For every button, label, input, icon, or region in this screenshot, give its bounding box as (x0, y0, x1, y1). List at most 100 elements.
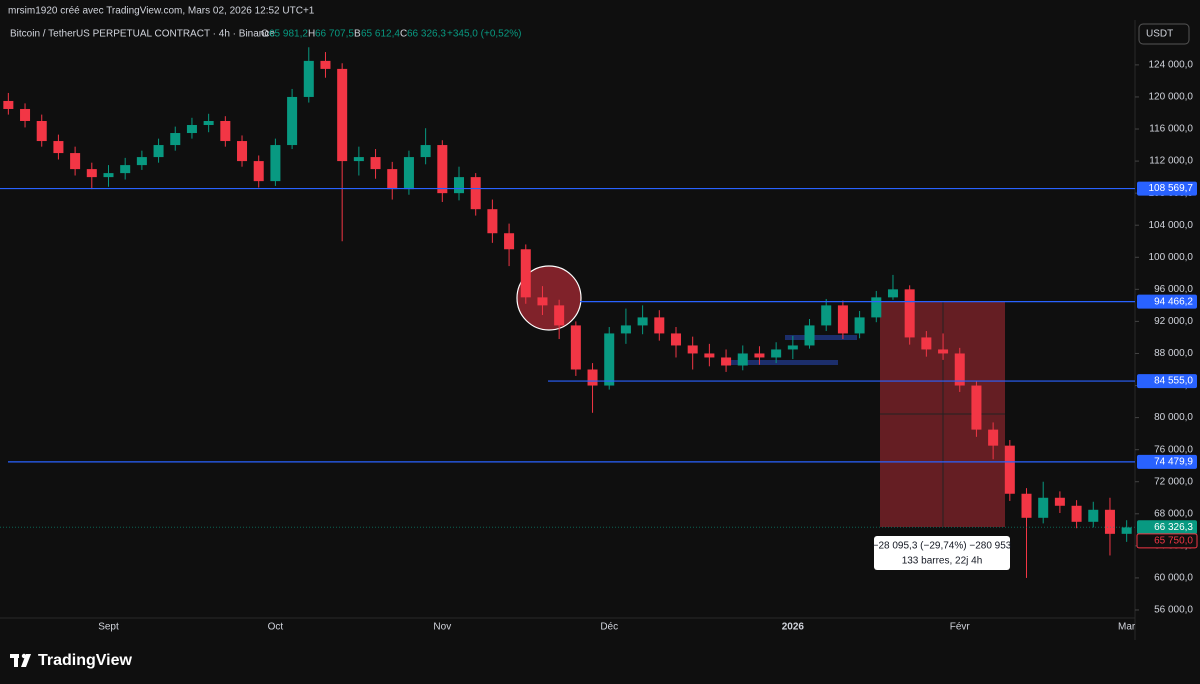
candle-body (136, 157, 147, 166)
candle-body (403, 157, 414, 190)
last-price-label: 66 326,3 (1154, 522, 1193, 533)
level-tag (1137, 181, 1197, 196)
y-tick-label: 76 000,0 (1154, 444, 1193, 455)
candle-body (470, 177, 481, 210)
candle-body (86, 169, 97, 178)
mark-price-label: 65 750,0 (1154, 535, 1193, 546)
measure-tooltip (874, 536, 1010, 570)
candle-body (554, 305, 565, 326)
legend-symbol: Bitcoin / TetherUS PERPETUAL CONTRACT · … (10, 29, 275, 40)
measure-text: −28 095,3 (−29,74%) −280 953 (873, 541, 1012, 552)
candle-body (721, 357, 732, 366)
brand: TradingView (38, 652, 133, 669)
level-label: 94 466,2 (1154, 296, 1193, 307)
candle-body (687, 345, 698, 354)
currency-button[interactable] (1138, 23, 1190, 45)
candle-body (170, 133, 181, 146)
candle-body (587, 369, 598, 386)
y-tick-label: 88 000,0 (1154, 348, 1193, 359)
candle-body (120, 165, 131, 174)
x-tick-label: Févr (950, 622, 971, 633)
candle-body (387, 169, 398, 190)
footer (0, 640, 1200, 684)
level-tag (1137, 374, 1197, 389)
candle-body (754, 353, 765, 358)
level-tag (1137, 294, 1197, 309)
candle-body (737, 353, 748, 366)
level-label: 84 555,0 (1154, 376, 1193, 387)
candle-body (1071, 505, 1082, 522)
candle-body (320, 60, 331, 69)
last-price-tag (1137, 520, 1197, 535)
highlight-circle (516, 265, 582, 331)
logo (10, 653, 31, 667)
candle-body (537, 297, 548, 306)
candle-body (704, 353, 715, 358)
candle-body (654, 317, 665, 334)
legend-key: C (400, 29, 407, 40)
candle-body (487, 209, 498, 234)
legend-value: 66 707,5 (315, 29, 354, 40)
legend-value: 65 981,2 (269, 29, 308, 40)
candle-body (303, 60, 314, 97)
x-tick-label: Oct (268, 622, 284, 633)
candle-body (3, 100, 14, 109)
candle-body (837, 305, 848, 334)
x-tick-label: Nov (433, 622, 451, 633)
candle-body (1121, 527, 1132, 534)
y-tick-label: 56 000,0 (1154, 605, 1193, 616)
candle-body (186, 125, 197, 134)
range-zone (727, 360, 838, 365)
candle-body (821, 305, 832, 326)
y-tick-label: 72 000,0 (1154, 476, 1193, 487)
legend: Bitcoin / TetherUS PERPETUAL CONTRACT · … (10, 29, 522, 40)
candle-body (53, 141, 64, 154)
candle-body (70, 153, 81, 170)
candle-body (20, 108, 31, 122)
candle-body (253, 161, 264, 182)
candle-body (520, 249, 531, 298)
y-tick-label: 60 000,0 (1154, 573, 1193, 584)
y-tick-label: 120 000,0 (1149, 92, 1194, 103)
candle-body (437, 145, 448, 194)
range-zone (785, 335, 857, 340)
candle-body (904, 289, 915, 338)
candle-body (454, 177, 465, 194)
candle-body (1104, 509, 1115, 534)
candle-body (1004, 445, 1015, 494)
legend-value: 66 326,3 (407, 29, 446, 40)
candle-body (153, 145, 164, 158)
candle-body (370, 157, 381, 170)
credit: mrsim1920 créé avec TradingView.com, Mar… (8, 6, 315, 17)
candle-body (787, 345, 798, 350)
candle-body (570, 325, 581, 370)
y-tick-label: 96 000,0 (1154, 284, 1193, 295)
x-tick-label: 2026 (782, 622, 805, 633)
candle-body (270, 145, 281, 182)
y-tick-label: 124 000,0 (1149, 60, 1194, 71)
currency: USDT (1146, 29, 1173, 40)
candle-body (921, 337, 932, 350)
candle-body (620, 325, 631, 334)
candle-body (1088, 509, 1099, 522)
legend-key: B (354, 29, 361, 40)
candle-body (938, 349, 949, 354)
legend-change: +345,0 (+0,52%) (447, 29, 522, 40)
candle-body (871, 297, 882, 318)
measure-text: 133 barres, 22j 4h (902, 556, 983, 567)
candle-body (504, 233, 515, 250)
y-tick-label: 68 000,0 (1154, 508, 1193, 519)
candle-body (103, 173, 114, 178)
y-tick-label: 116 000,0 (1149, 124, 1193, 135)
candle-body (1038, 497, 1049, 518)
candle-body (36, 121, 47, 142)
candle-body (804, 325, 815, 346)
candle-body (604, 333, 615, 386)
x-tick-label: Mar (1118, 622, 1136, 633)
y-tick-label: 112 000,0 (1149, 156, 1193, 167)
candle-body (337, 68, 348, 162)
candle-body (954, 353, 965, 386)
